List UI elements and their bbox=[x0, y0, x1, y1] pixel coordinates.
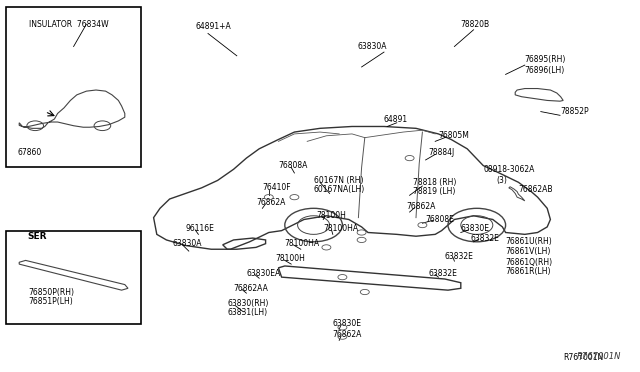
Text: 76862AB: 76862AB bbox=[518, 185, 553, 194]
Text: R767001N: R767001N bbox=[563, 353, 604, 362]
Text: 76862A: 76862A bbox=[256, 198, 285, 207]
Text: SER: SER bbox=[27, 232, 46, 241]
Text: 76851P(LH): 76851P(LH) bbox=[29, 297, 74, 306]
Text: 76862A: 76862A bbox=[333, 330, 362, 339]
Text: 76896(LH): 76896(LH) bbox=[525, 66, 565, 75]
Text: 76808A: 76808A bbox=[278, 161, 308, 170]
Text: 64891: 64891 bbox=[384, 115, 408, 124]
Text: 60167NA(LH): 60167NA(LH) bbox=[314, 185, 365, 194]
Text: 63830A: 63830A bbox=[357, 42, 387, 51]
Text: 76808E: 76808E bbox=[426, 215, 454, 224]
Text: 78820B: 78820B bbox=[461, 20, 490, 29]
Text: 76862AA: 76862AA bbox=[234, 284, 268, 293]
Text: 78100HA: 78100HA bbox=[323, 224, 358, 233]
Text: 78819 (LH): 78819 (LH) bbox=[413, 187, 455, 196]
Text: 78100H: 78100H bbox=[317, 211, 347, 220]
Text: 63830(RH): 63830(RH) bbox=[227, 299, 269, 308]
Text: 78100HA: 78100HA bbox=[285, 239, 320, 248]
Text: 64891+A: 64891+A bbox=[195, 22, 231, 31]
Text: 78818 (RH): 78818 (RH) bbox=[413, 178, 456, 187]
Text: 63830EA: 63830EA bbox=[246, 269, 281, 278]
Text: 76410F: 76410F bbox=[262, 183, 291, 192]
Text: 76861U(RH): 76861U(RH) bbox=[506, 237, 552, 246]
Text: 63832E: 63832E bbox=[470, 234, 499, 243]
Text: 78852P: 78852P bbox=[560, 107, 589, 116]
Text: 78100H: 78100H bbox=[275, 254, 305, 263]
Text: 08918-3062A: 08918-3062A bbox=[483, 165, 534, 174]
Text: INSULATOR  76834W: INSULATOR 76834W bbox=[29, 20, 108, 29]
Text: 63830A: 63830A bbox=[173, 239, 202, 248]
Text: 76861V(LH): 76861V(LH) bbox=[506, 247, 551, 256]
Text: 76850P(RH): 76850P(RH) bbox=[29, 288, 75, 296]
Text: 76861R(LH): 76861R(LH) bbox=[506, 267, 551, 276]
Text: 63830E: 63830E bbox=[461, 224, 490, 233]
Text: 63831(LH): 63831(LH) bbox=[227, 308, 268, 317]
Text: 67860: 67860 bbox=[18, 148, 42, 157]
Text: 78884J: 78884J bbox=[429, 148, 455, 157]
Text: 96116E: 96116E bbox=[186, 224, 214, 233]
Text: 63832E: 63832E bbox=[445, 252, 474, 261]
Text: R767001N: R767001N bbox=[577, 352, 621, 361]
Text: (3): (3) bbox=[496, 176, 507, 185]
Text: 76862A: 76862A bbox=[406, 202, 436, 211]
Text: 63830E: 63830E bbox=[333, 319, 362, 328]
Text: 63832E: 63832E bbox=[429, 269, 458, 278]
Text: 60167N (RH): 60167N (RH) bbox=[314, 176, 363, 185]
Text: 76895(RH): 76895(RH) bbox=[525, 55, 566, 64]
Text: 76805M: 76805M bbox=[438, 131, 469, 140]
Text: 76861Q(RH): 76861Q(RH) bbox=[506, 258, 553, 267]
